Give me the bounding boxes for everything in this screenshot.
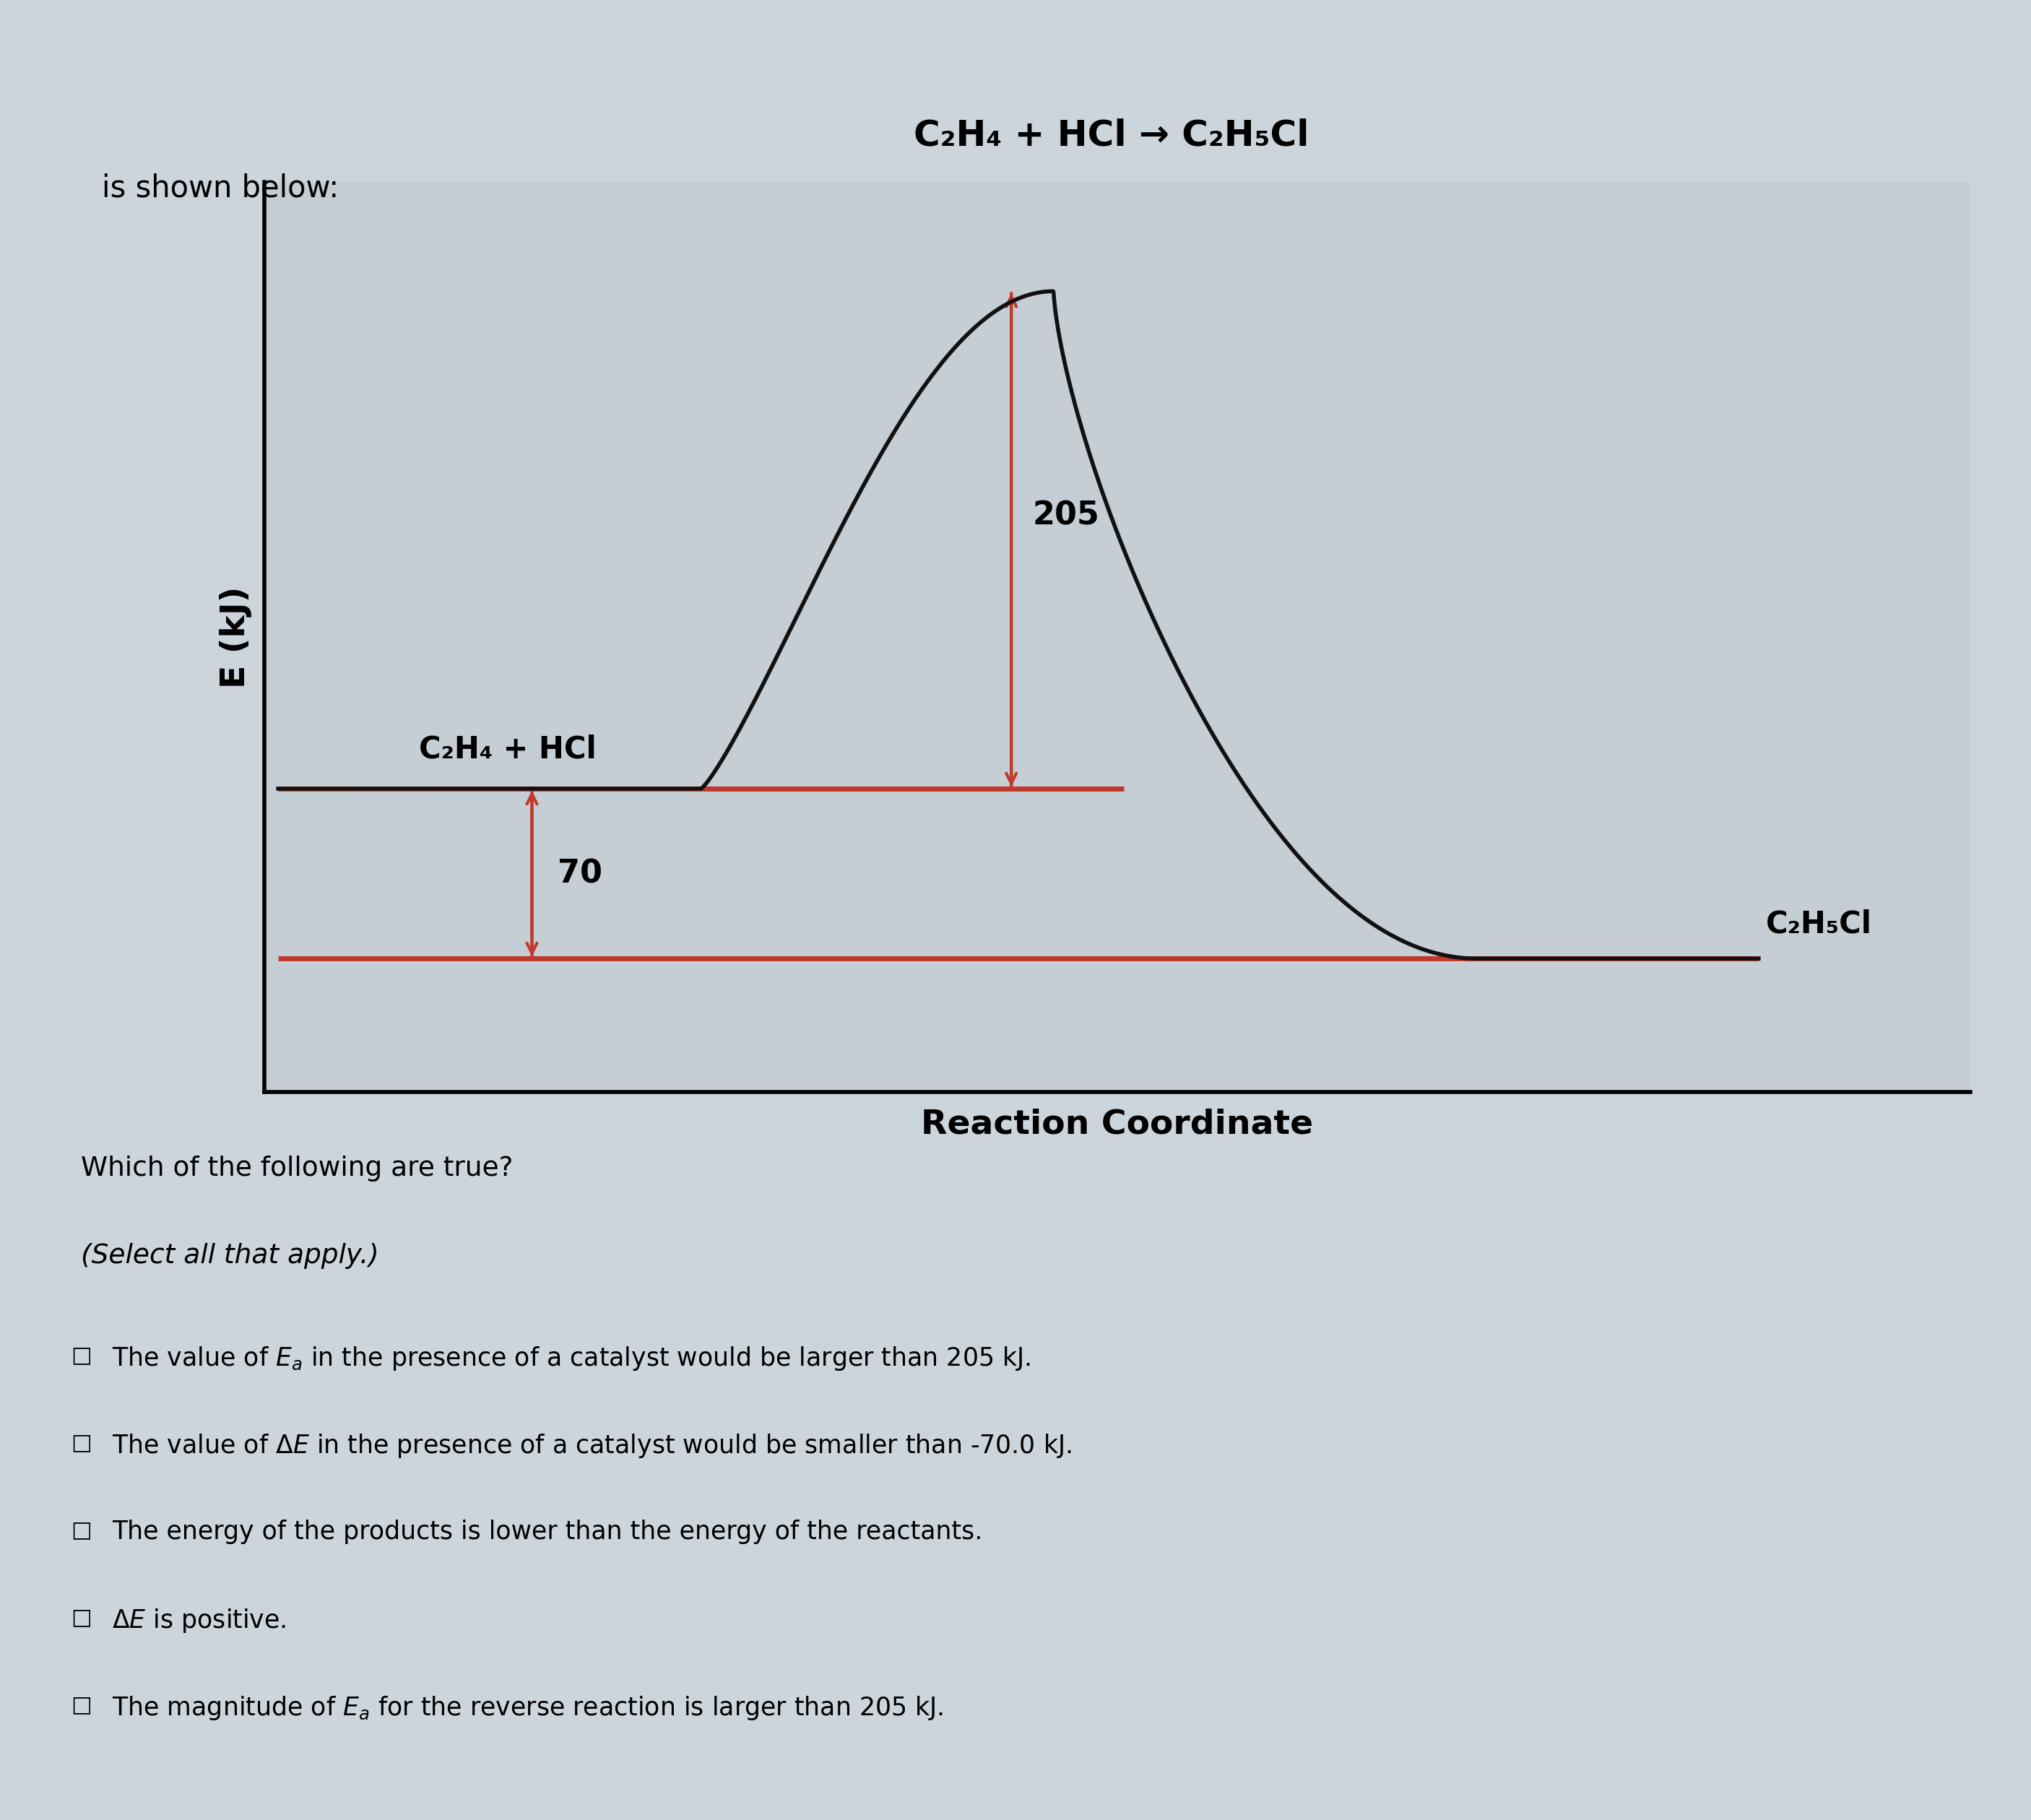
Text: 70: 70 bbox=[556, 857, 601, 890]
Text: $\Delta\mathit{E}$ is positive.: $\Delta\mathit{E}$ is positive. bbox=[112, 1607, 286, 1634]
Text: The magnitude of $\mathit{E}_a$ for the reverse reaction is larger than 205 kJ.: The magnitude of $\mathit{E}_a$ for the … bbox=[112, 1694, 942, 1722]
Text: The value of $\mathit{E}_a$ in the presence of a catalyst would be larger than 2: The value of $\mathit{E}_a$ in the prese… bbox=[112, 1345, 1030, 1372]
Text: C₂H₄ + HCl: C₂H₄ + HCl bbox=[418, 733, 597, 764]
Text: □: □ bbox=[71, 1520, 91, 1542]
Text: C₂H₄ + HCl → C₂H₅Cl: C₂H₄ + HCl → C₂H₅Cl bbox=[914, 118, 1310, 153]
Y-axis label: E (kJ): E (kJ) bbox=[219, 586, 252, 688]
Text: Which of the following are true?: Which of the following are true? bbox=[81, 1156, 514, 1181]
Text: □: □ bbox=[71, 1694, 91, 1716]
X-axis label: Reaction Coordinate: Reaction Coordinate bbox=[920, 1108, 1314, 1141]
Text: C₂H₅Cl: C₂H₅Cl bbox=[1765, 908, 1873, 939]
Text: □: □ bbox=[71, 1607, 91, 1629]
Text: The energy of the products is lower than the energy of the reactants.: The energy of the products is lower than… bbox=[112, 1520, 983, 1543]
Text: is shown below:: is shown below: bbox=[102, 173, 339, 204]
Text: 205: 205 bbox=[1032, 500, 1099, 531]
Text: □: □ bbox=[71, 1432, 91, 1454]
Text: (Select all that apply.): (Select all that apply.) bbox=[81, 1243, 380, 1269]
Text: The value of $\Delta\mathit{E}$ in the presence of a catalyst would be smaller t: The value of $\Delta\mathit{E}$ in the p… bbox=[112, 1432, 1072, 1460]
Text: □: □ bbox=[71, 1345, 91, 1367]
